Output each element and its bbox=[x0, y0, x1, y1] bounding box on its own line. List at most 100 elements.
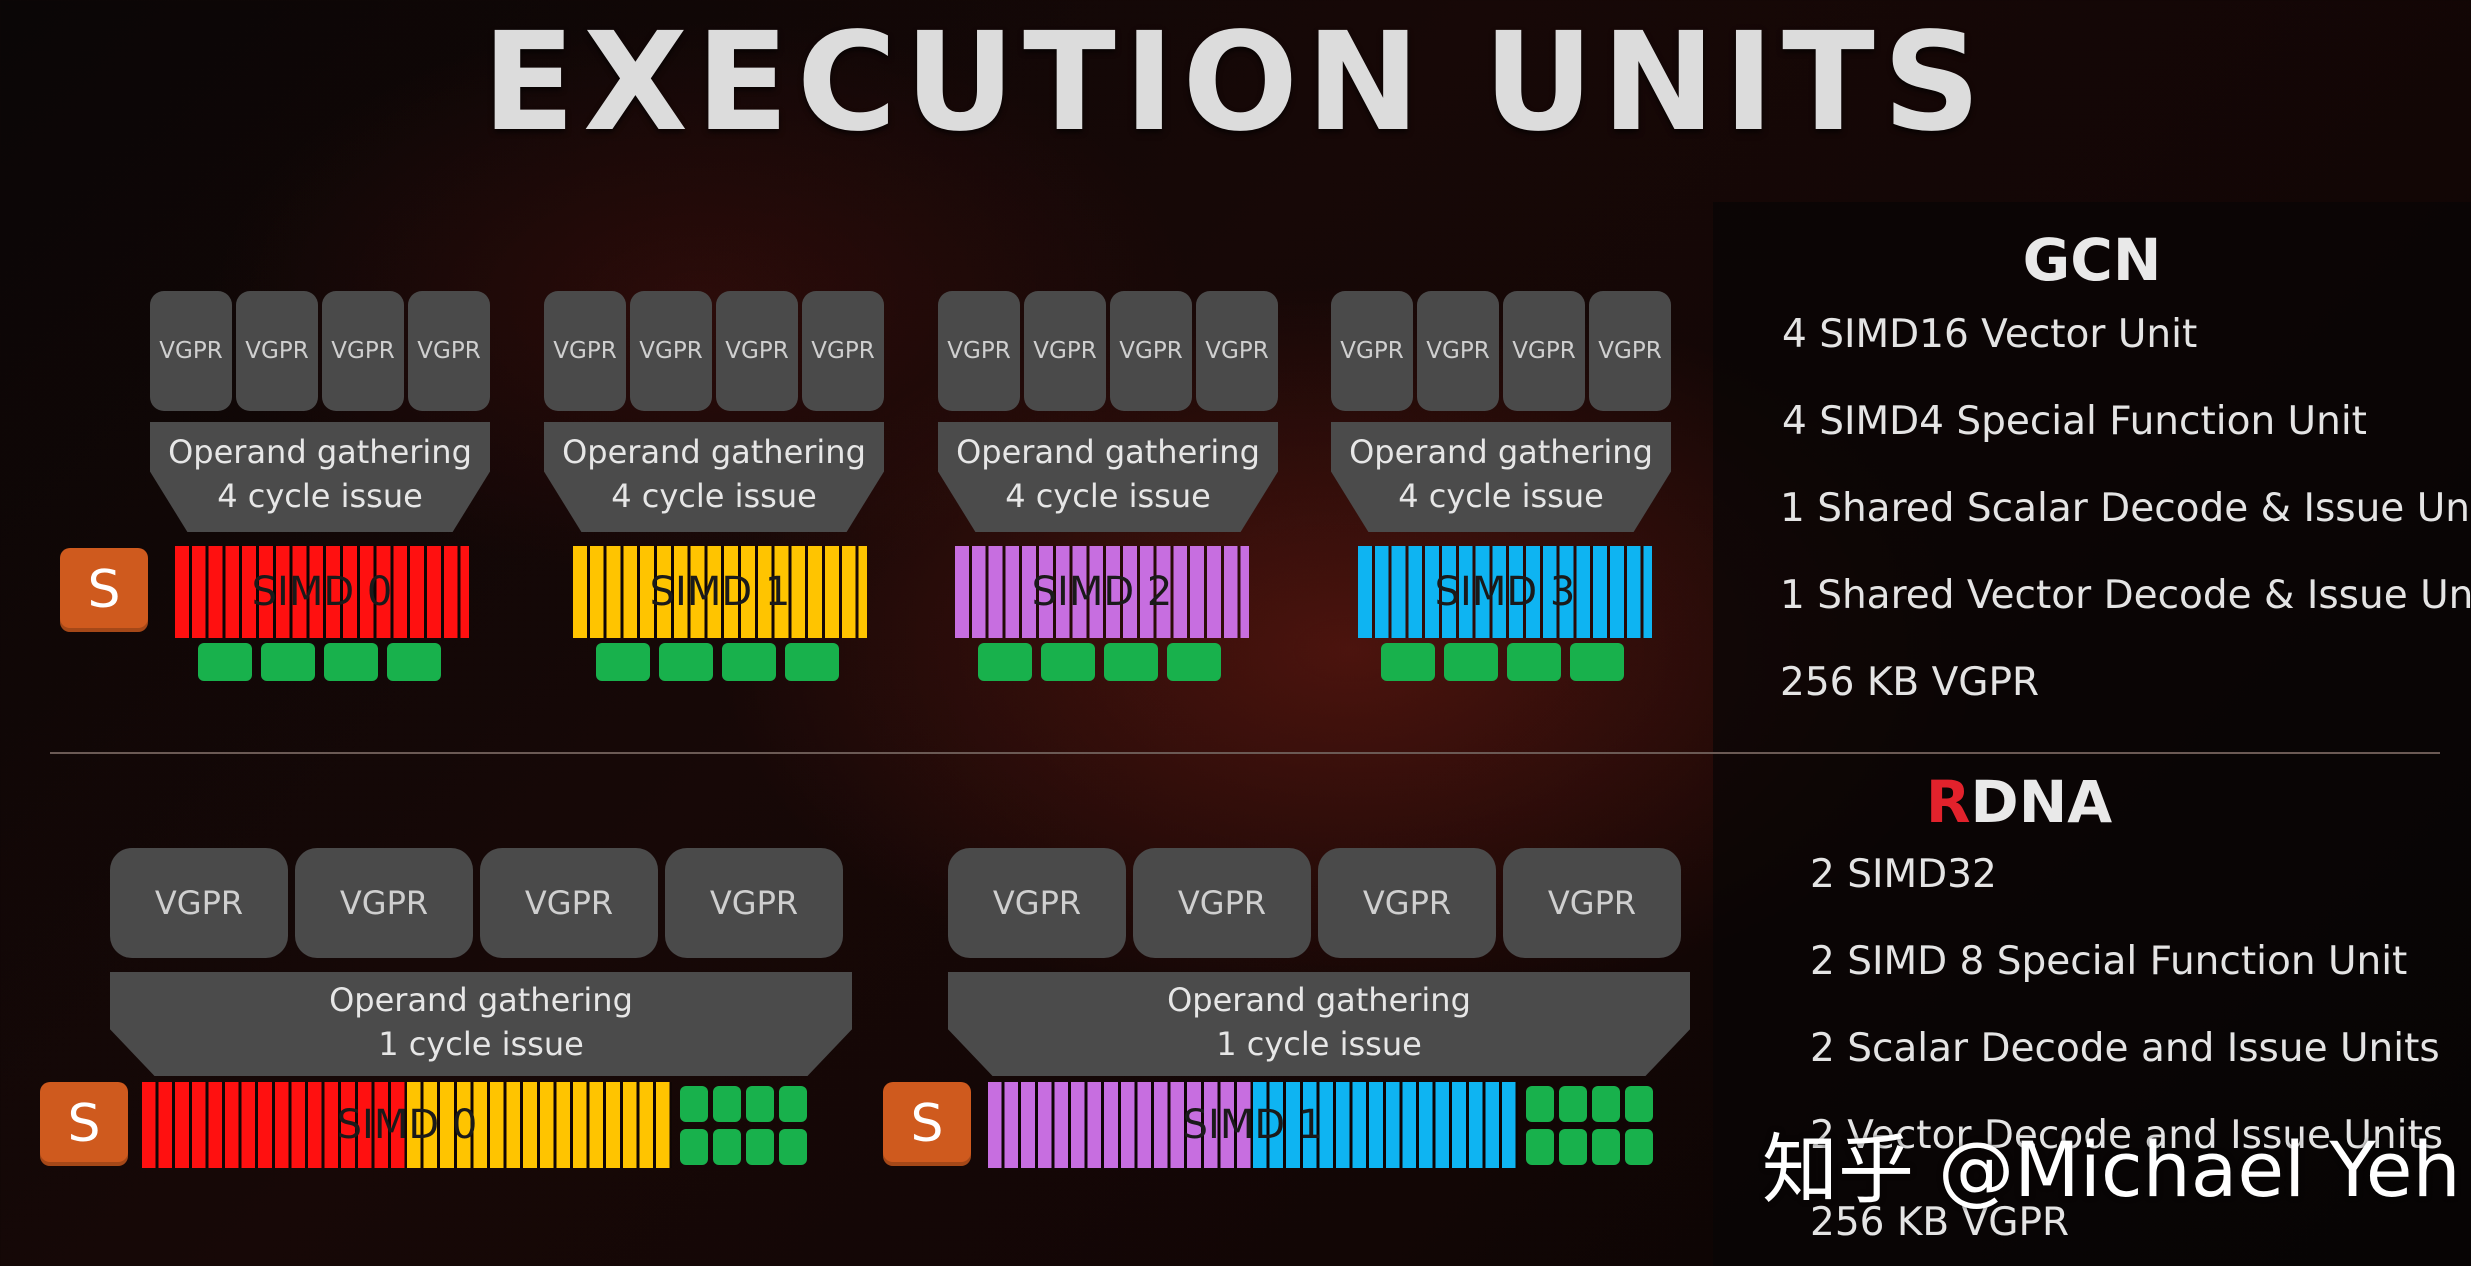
vgpr-block: VGPR bbox=[295, 848, 473, 958]
rdna-spec-item: 256 KB VGPR bbox=[1810, 1200, 2070, 1245]
simd-unit: SIMD 0 bbox=[175, 546, 469, 638]
scalar-unit-badge: S bbox=[60, 548, 148, 632]
spec-panel bbox=[1713, 202, 2471, 1266]
sfu-unit bbox=[746, 1086, 774, 1122]
simd-unit: SIMD 2 bbox=[955, 546, 1249, 638]
simd-unit: SIMD 1 bbox=[573, 546, 867, 638]
vgpr-block: VGPR bbox=[802, 291, 884, 411]
operand-gathering: Operand gathering 1 cycle issue bbox=[948, 972, 1690, 1076]
operand-gathering: Operand gathering 4 cycle issue bbox=[1331, 422, 1671, 532]
sfu-unit bbox=[1526, 1086, 1554, 1122]
sfu-unit bbox=[713, 1086, 741, 1122]
sfu-unit bbox=[1104, 643, 1158, 681]
operand-line: Operand gathering bbox=[329, 981, 633, 1019]
gcn-spec-item: 256 KB VGPR bbox=[1780, 660, 2040, 705]
sfu-unit bbox=[324, 643, 378, 681]
rdna-heading-rest: DNA bbox=[1970, 768, 2113, 836]
vgpr-block: VGPR bbox=[948, 848, 1126, 958]
issue-line: 4 cycle issue bbox=[611, 477, 817, 515]
sfu-unit bbox=[722, 643, 776, 681]
vgpr-block: VGPR bbox=[716, 291, 798, 411]
simd-unit: SIMD 3 bbox=[1358, 546, 1652, 638]
sfu-unit bbox=[198, 643, 252, 681]
sfu-unit bbox=[261, 643, 315, 681]
sfu-unit bbox=[680, 1129, 708, 1165]
issue-line: 1 cycle issue bbox=[378, 1025, 584, 1063]
operand-line: Operand gathering bbox=[168, 433, 472, 471]
sfu-unit bbox=[1041, 643, 1095, 681]
gcn-heading: GCN bbox=[2022, 226, 2162, 294]
issue-line: 4 cycle issue bbox=[217, 477, 423, 515]
sfu-unit bbox=[680, 1086, 708, 1122]
sfu-unit bbox=[978, 643, 1032, 681]
simd-label: SIMD 1 bbox=[649, 569, 791, 615]
simd-label: SIMD 1 bbox=[1182, 1102, 1324, 1148]
vgpr-block: VGPR bbox=[1133, 848, 1311, 958]
sfu-unit bbox=[1381, 643, 1435, 681]
section-divider bbox=[50, 752, 2440, 754]
issue-line: 4 cycle issue bbox=[1398, 477, 1604, 515]
vgpr-block: VGPR bbox=[1110, 291, 1192, 411]
simd-half-right bbox=[1253, 1082, 1518, 1168]
gcn-spec-item: 4 SIMD4 Special Function Unit bbox=[1782, 399, 2367, 444]
operand-line: Operand gathering bbox=[1349, 433, 1653, 471]
sfu-unit bbox=[596, 643, 650, 681]
sfu-unit bbox=[1167, 643, 1221, 681]
vgpr-block: VGPR bbox=[1503, 848, 1681, 958]
sfu-unit bbox=[1625, 1129, 1653, 1165]
issue-line: 4 cycle issue bbox=[1005, 477, 1211, 515]
sfu-unit bbox=[1559, 1129, 1587, 1165]
operand-line: Operand gathering bbox=[562, 433, 866, 471]
rdna-spec-item: 2 SIMD 8 Special Function Unit bbox=[1810, 939, 2408, 984]
sfu-unit bbox=[1570, 643, 1624, 681]
sfu-unit bbox=[1526, 1129, 1554, 1165]
vgpr-block: VGPR bbox=[630, 291, 712, 411]
sfu-unit bbox=[1592, 1129, 1620, 1165]
sfu-unit bbox=[785, 643, 839, 681]
rdna-heading-r: R bbox=[1925, 768, 1971, 836]
simd-half-left bbox=[142, 1082, 407, 1168]
simd-half-left bbox=[988, 1082, 1253, 1168]
sfu-unit bbox=[779, 1129, 807, 1165]
vgpr-block: VGPR bbox=[938, 291, 1020, 411]
simd-label: SIMD 0 bbox=[336, 1102, 478, 1148]
sfu-unit bbox=[387, 643, 441, 681]
vgpr-block: VGPR bbox=[480, 848, 658, 958]
vgpr-block: VGPR bbox=[408, 291, 490, 411]
simd-label: SIMD 0 bbox=[251, 569, 393, 615]
watermark: 知乎 @Michael Yeh bbox=[1762, 1125, 2461, 1214]
gcn-spec-item: 1 Shared Scalar Decode & Issue Unit bbox=[1780, 486, 2471, 531]
rdna-heading: RDNA bbox=[1640, 768, 2398, 836]
operand-gathering: Operand gathering 1 cycle issue bbox=[110, 972, 852, 1076]
rdna-spec-item: 2 Vector Decode and Issue Units bbox=[1810, 1113, 2444, 1158]
vgpr-block: VGPR bbox=[1331, 291, 1413, 411]
operand-line: Operand gathering bbox=[956, 433, 1260, 471]
sfu-unit bbox=[713, 1129, 741, 1165]
vgpr-block: VGPR bbox=[150, 291, 232, 411]
vgpr-block: VGPR bbox=[1318, 848, 1496, 958]
vgpr-block: VGPR bbox=[236, 291, 318, 411]
page-title: EXECUTION UNITS bbox=[482, 4, 1989, 162]
issue-line: 1 cycle issue bbox=[1216, 1025, 1422, 1063]
vgpr-block: VGPR bbox=[665, 848, 843, 958]
sfu-unit bbox=[1592, 1086, 1620, 1122]
sfu-unit bbox=[659, 643, 713, 681]
vgpr-block: VGPR bbox=[544, 291, 626, 411]
sfu-unit bbox=[779, 1086, 807, 1122]
sfu-unit bbox=[1507, 643, 1561, 681]
gcn-spec-item: 4 SIMD16 Vector Unit bbox=[1782, 312, 2198, 357]
simd32-unit: SIMD 0 bbox=[142, 1082, 672, 1168]
rdna-spec-item: 2 Scalar Decode and Issue Units bbox=[1810, 1026, 2440, 1071]
vgpr-block: VGPR bbox=[1024, 291, 1106, 411]
sfu-unit bbox=[746, 1129, 774, 1165]
simd-label: SIMD 2 bbox=[1031, 569, 1173, 615]
operand-gathering: Operand gathering 4 cycle issue bbox=[938, 422, 1278, 532]
simd-half-right bbox=[407, 1082, 672, 1168]
operand-line: Operand gathering bbox=[1167, 981, 1471, 1019]
vgpr-block: VGPR bbox=[1589, 291, 1671, 411]
vgpr-block: VGPR bbox=[1417, 291, 1499, 411]
vgpr-block: VGPR bbox=[1196, 291, 1278, 411]
vgpr-block: VGPR bbox=[110, 848, 288, 958]
vgpr-block: VGPR bbox=[1503, 291, 1585, 411]
simd-label: SIMD 3 bbox=[1434, 569, 1576, 615]
